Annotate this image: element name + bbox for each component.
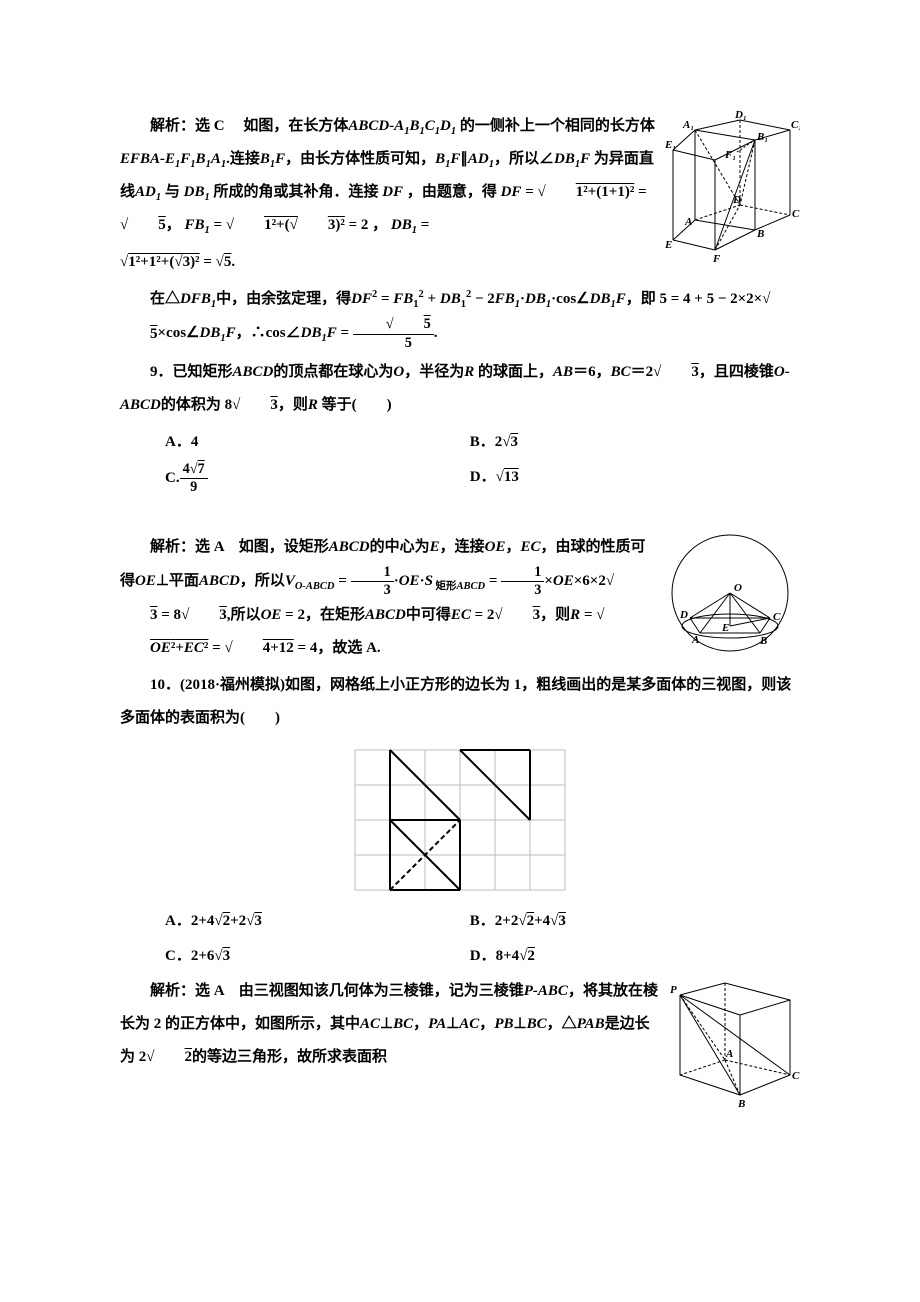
figure-10: P A B C (670, 975, 800, 1110)
svg-text:C: C (773, 611, 781, 623)
q10-opt-c: C．2+6√3 (165, 940, 470, 973)
svg-text:E₁: E₁ (665, 139, 676, 151)
svg-text:P: P (670, 984, 677, 996)
svg-text:B: B (737, 1098, 745, 1110)
q9-options: A．4 B．2√3 C.4√79 D．√13 (165, 426, 800, 498)
svg-text:E: E (721, 622, 729, 634)
svg-text:D: D (732, 194, 741, 206)
question-9: 9．已知矩形ABCD的顶点都在球心为O，半径为R 的球面上，AB＝6，BC＝2√… (120, 356, 800, 422)
figure-8: D₁ C₁ A₁ B₁ E₁ F₁ D C A B E F (665, 110, 800, 275)
svg-text:F: F (712, 253, 721, 265)
svg-text:D₁: D₁ (734, 110, 747, 121)
question-10: 10．(2018·福州模拟)如图，网格纸上小正方形的边长为 1，粗线画出的是某多… (120, 669, 800, 735)
svg-text:F₁: F₁ (724, 149, 736, 161)
svg-text:C: C (792, 208, 800, 220)
q9-opt-d: D．√13 (470, 461, 775, 496)
svg-text:C₁: C₁ (791, 119, 800, 131)
q9-opt-c: C.4√79 (165, 461, 470, 496)
solution-8-p2: 在△DFB1中，由余弦定理，得DF2 = FB12 + DB12 − 2FB1·… (120, 283, 800, 351)
q9-opt-a: A．4 (165, 426, 470, 459)
q10-opt-a: A．2+4√2+2√3 (165, 905, 470, 938)
svg-text:A: A (691, 634, 699, 646)
q9-opt-b: B．2√3 (470, 426, 775, 459)
svg-text:A: A (684, 216, 692, 228)
q10-opt-d: D．8+4√2 (470, 940, 775, 973)
svg-text:A: A (725, 1048, 733, 1060)
svg-text:B: B (759, 635, 767, 647)
q10-opt-b: B．2+2√2+4√3 (470, 905, 775, 938)
q10-options: A．2+4√2+2√3 B．2+2√2+4√3 C．2+6√3 D．8+4√2 (165, 905, 800, 975)
svg-text:E: E (665, 239, 672, 251)
q10-grid-figure (120, 745, 800, 895)
figure-9: O D C A B E (660, 531, 800, 661)
svg-text:B: B (756, 228, 764, 240)
svg-text:C: C (792, 1070, 800, 1082)
svg-text:D: D (679, 609, 688, 621)
svg-text:B₁: B₁ (756, 131, 768, 143)
svg-text:O: O (734, 582, 742, 594)
svg-text:A₁: A₁ (682, 119, 694, 131)
